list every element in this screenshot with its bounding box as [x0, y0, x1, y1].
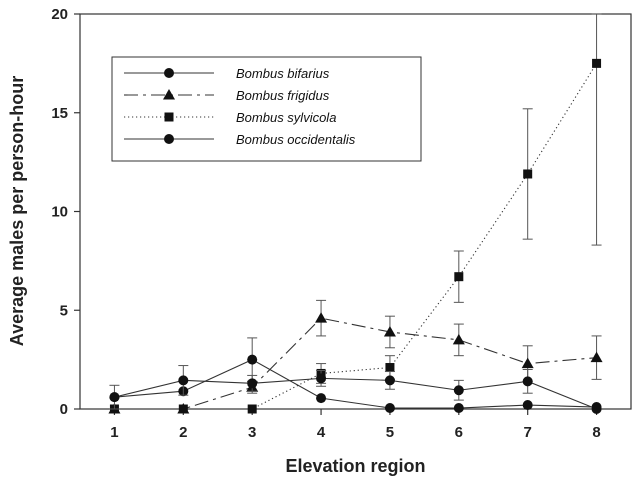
data-point	[109, 392, 120, 403]
data-point	[384, 403, 395, 414]
legend-label: Bombus sylvicola	[236, 110, 336, 125]
data-point	[383, 325, 396, 337]
data-point	[453, 385, 464, 396]
data-point	[590, 351, 603, 363]
data-point	[522, 376, 533, 387]
axes: 1 2 3 4 5 6 7 8 0 5 10 15 20	[51, 6, 600, 441]
legend-marker	[163, 89, 175, 100]
legend-label: Bombus occidentalis	[236, 132, 356, 147]
legend-marker	[164, 112, 174, 122]
x-tick-label: 7	[524, 424, 532, 441]
x-tick-label: 6	[455, 424, 463, 441]
x-tick-label: 3	[248, 424, 256, 441]
data-point	[247, 354, 258, 365]
series-line	[114, 317, 597, 410]
data-point	[178, 375, 189, 386]
x-tick-label: 4	[317, 424, 326, 441]
series-2	[108, 299, 603, 414]
data-point	[522, 400, 533, 411]
data-point	[316, 393, 327, 404]
data-point	[592, 58, 602, 68]
legend-label: Bombus bifarius	[236, 66, 330, 81]
x-tick-label: 5	[386, 424, 394, 441]
y-tick-label: 10	[51, 204, 68, 221]
data-point	[384, 375, 395, 386]
y-tick-label: 15	[51, 105, 68, 122]
data-point	[523, 169, 533, 179]
y-axis-title: Average males per person-hour	[7, 76, 27, 346]
legend-entry: Bombus sylvicola	[124, 110, 336, 125]
y-tick-label: 0	[60, 401, 68, 418]
series-line	[114, 377, 597, 410]
series-layer	[108, 13, 603, 414]
legend-marker	[164, 134, 174, 144]
series-line	[114, 359, 597, 409]
data-point	[315, 312, 328, 323]
data-point	[453, 403, 464, 414]
data-point	[316, 373, 327, 384]
legend-entry: Bombus bifarius	[124, 66, 330, 81]
data-point	[452, 333, 465, 345]
y-tick-label: 20	[51, 6, 68, 23]
y-tick-label: 5	[60, 302, 68, 319]
data-point	[385, 363, 395, 373]
series-4	[109, 365, 602, 414]
data-point	[247, 404, 257, 414]
x-tick-label: 1	[110, 424, 118, 441]
legend-entry: Bombus occidentalis	[124, 132, 356, 147]
legend-entry: Bombus frigidus	[124, 88, 330, 103]
data-point	[454, 272, 464, 282]
data-point	[591, 404, 602, 414]
legend-marker	[164, 68, 174, 78]
series-1	[109, 337, 602, 414]
legend-box	[111, 56, 422, 162]
legend: Bombus bifarius Bombus frigidus Bombus syl…	[111, 56, 422, 162]
data-point	[178, 404, 188, 414]
x-axis-title: Elevation region	[285, 456, 425, 476]
data-point	[521, 357, 534, 369]
data-point	[247, 378, 258, 389]
x-tick-label: 2	[179, 424, 187, 441]
legend-label: Bombus frigidus	[236, 88, 330, 103]
series-line	[114, 63, 598, 410]
x-tick-label: 8	[592, 424, 600, 441]
